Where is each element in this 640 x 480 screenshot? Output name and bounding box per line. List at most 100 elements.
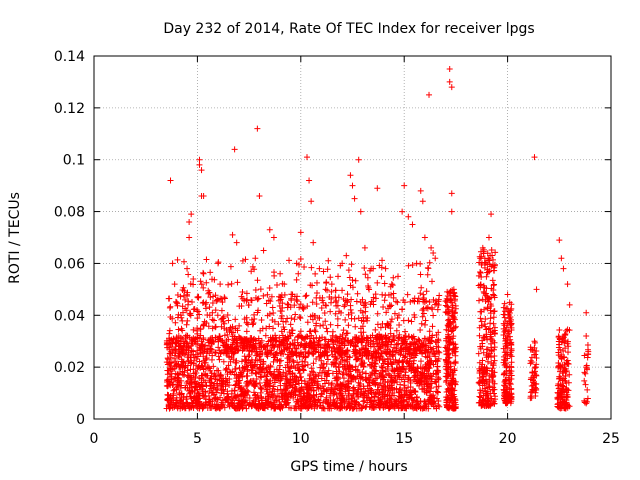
data-point xyxy=(329,337,336,344)
data-point xyxy=(279,332,286,339)
data-point xyxy=(356,349,363,356)
data-point xyxy=(179,303,186,310)
data-point xyxy=(486,256,493,263)
data-point xyxy=(557,363,564,370)
data-point xyxy=(423,343,430,350)
data-point xyxy=(173,362,180,369)
data-point xyxy=(200,334,207,341)
data-point xyxy=(487,252,494,259)
data-point xyxy=(255,307,262,314)
data-point xyxy=(218,348,225,355)
data-point xyxy=(348,261,355,268)
data-point xyxy=(336,368,343,375)
data-point xyxy=(367,385,374,392)
data-point xyxy=(394,299,401,306)
data-point xyxy=(252,401,259,408)
data-point xyxy=(422,317,429,324)
data-point xyxy=(289,330,296,337)
data-point xyxy=(187,312,194,319)
data-point xyxy=(425,364,432,371)
data-point xyxy=(319,294,326,301)
data-point xyxy=(341,303,348,310)
data-point xyxy=(503,370,510,377)
data-point xyxy=(186,311,193,318)
data-point xyxy=(447,297,454,304)
data-point xyxy=(531,344,538,351)
data-point xyxy=(398,376,405,383)
data-point xyxy=(403,398,410,405)
x-tick-label: 20 xyxy=(499,431,517,447)
data-point xyxy=(237,342,244,349)
data-point xyxy=(560,383,567,390)
data-point xyxy=(219,315,226,322)
data-point xyxy=(210,317,217,324)
data-point xyxy=(222,366,229,373)
data-point xyxy=(492,393,499,400)
data-point xyxy=(277,357,284,364)
data-point xyxy=(430,312,437,319)
data-point xyxy=(306,375,313,382)
data-point xyxy=(362,304,369,311)
data-point xyxy=(292,403,299,410)
data-point xyxy=(405,375,412,382)
data-point xyxy=(263,366,270,373)
data-point xyxy=(257,363,264,370)
data-point xyxy=(478,402,485,409)
data-point xyxy=(428,380,435,387)
data-point xyxy=(305,391,312,398)
data-point xyxy=(399,404,406,411)
data-point xyxy=(348,296,355,303)
data-point xyxy=(238,358,245,365)
data-point xyxy=(559,382,566,389)
data-point xyxy=(233,393,240,400)
data-point xyxy=(366,286,373,293)
data-point xyxy=(389,367,396,374)
data-point xyxy=(443,378,449,385)
data-point xyxy=(491,292,498,299)
data-point xyxy=(174,292,181,299)
data-point xyxy=(485,326,492,333)
data-point xyxy=(217,335,224,342)
data-point xyxy=(398,394,405,401)
data-point xyxy=(232,381,239,388)
data-point xyxy=(504,328,511,335)
data-point xyxy=(301,390,308,397)
data-point xyxy=(417,358,424,365)
data-point xyxy=(402,353,409,360)
data-point xyxy=(260,247,267,254)
data-point xyxy=(195,294,202,301)
data-point xyxy=(286,349,293,356)
data-point xyxy=(446,385,453,392)
data-point xyxy=(424,387,431,394)
data-point xyxy=(206,304,213,311)
data-point xyxy=(289,348,296,355)
data-point xyxy=(336,335,343,342)
data-point xyxy=(167,401,174,408)
data-point xyxy=(500,353,507,360)
data-point xyxy=(501,328,508,335)
data-point xyxy=(197,332,204,339)
data-point xyxy=(346,363,353,370)
data-point xyxy=(421,321,428,328)
data-point xyxy=(444,401,451,408)
data-point xyxy=(485,352,492,359)
data-point xyxy=(320,364,327,371)
data-point xyxy=(365,376,372,383)
data-point xyxy=(405,384,412,391)
data-point xyxy=(179,327,186,334)
data-point xyxy=(476,332,483,339)
data-point xyxy=(325,367,332,374)
data-point xyxy=(304,319,311,326)
data-point xyxy=(488,246,495,253)
data-point xyxy=(556,336,563,343)
data-point xyxy=(361,394,368,401)
data-point xyxy=(504,333,511,340)
data-point xyxy=(337,405,344,412)
data-point xyxy=(200,270,207,277)
data-point xyxy=(202,301,209,308)
data-point xyxy=(303,292,310,299)
data-point xyxy=(391,310,398,317)
data-point xyxy=(452,323,459,330)
data-point xyxy=(357,329,364,336)
data-point xyxy=(174,371,181,378)
